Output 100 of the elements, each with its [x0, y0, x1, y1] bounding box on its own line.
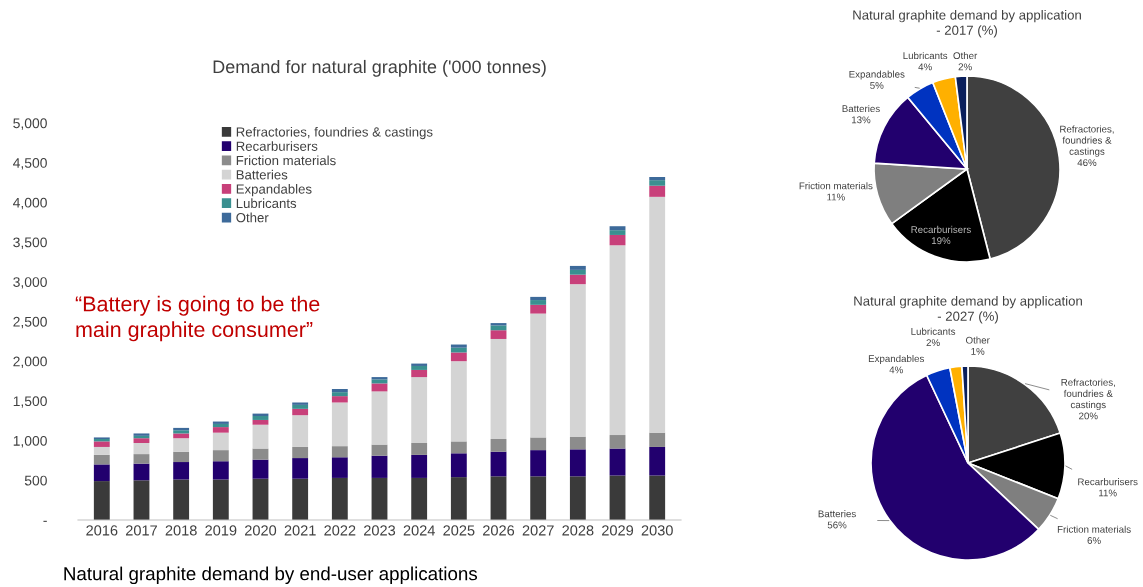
bar: [649, 475, 666, 520]
y-tick-label: 4,000: [13, 197, 47, 210]
bar: [609, 226, 626, 231]
x-tick-label: 2029: [602, 525, 634, 536]
bar: [371, 444, 388, 456]
bar: [530, 437, 547, 451]
bar: [530, 300, 547, 305]
bar: [173, 462, 190, 480]
bar: [133, 480, 150, 520]
data-label: 20%: [1079, 412, 1098, 420]
slice-label: Recarburisers: [911, 225, 971, 233]
data-label: 46%: [1077, 159, 1097, 167]
slice-label: Other: [953, 51, 978, 60]
bar: [530, 296, 547, 301]
slice-label: Batteries: [842, 104, 880, 113]
x-tick-label: 2023: [364, 525, 396, 536]
bar: [490, 476, 507, 520]
bar: [649, 176, 666, 181]
bar: [530, 313, 547, 438]
bar: [490, 439, 507, 452]
data-label: 6%: [1087, 537, 1101, 544]
bar: [331, 402, 348, 447]
bar: [292, 415, 309, 447]
bar: [609, 435, 626, 449]
legend-label: Recarburisers: [236, 141, 318, 151]
data-label: 11%: [1099, 489, 1117, 497]
bar: [609, 234, 626, 246]
slice-label: Batteries: [818, 510, 856, 518]
y-tick-label: 500: [24, 475, 47, 486]
data-label: 2%: [926, 339, 940, 347]
x-tick-label: 2028: [562, 525, 594, 536]
legend-label: Expandables: [236, 184, 312, 197]
bar: [411, 477, 428, 520]
bar: [292, 402, 309, 405]
bar: [371, 383, 388, 392]
legend-label: Other: [236, 212, 269, 223]
data-label: 11%: [827, 193, 845, 201]
bar: [212, 423, 229, 428]
bar: [292, 458, 309, 479]
bar: [93, 464, 110, 482]
bar: [609, 448, 626, 476]
bar: [173, 438, 190, 452]
data-label: 5%: [870, 82, 884, 89]
data-label: 4%: [918, 63, 932, 71]
bar: [569, 476, 586, 520]
bar: [569, 269, 586, 275]
bar: [212, 450, 229, 462]
slice-label: Lubricants: [903, 51, 948, 60]
bar: [133, 463, 150, 481]
slice-label: Expandables: [868, 354, 924, 364]
bar: [212, 461, 229, 480]
x-tick-label: 2018: [165, 525, 197, 536]
bar: [450, 344, 467, 348]
legend-label: Batteries: [236, 169, 288, 180]
x-tick-label: 2030: [641, 525, 673, 536]
bar: [649, 180, 666, 186]
bar: [331, 396, 348, 403]
data-label: 4%: [889, 366, 903, 374]
bar: [331, 477, 348, 520]
x-tick-label: 2020: [245, 525, 277, 536]
data-label: 56%: [827, 521, 847, 529]
bar: [331, 392, 348, 397]
bar: [173, 451, 190, 463]
y-tick-label: 2,000: [13, 356, 47, 369]
bar: [252, 448, 269, 460]
legend-label: Friction materials: [236, 155, 336, 166]
bar: [93, 441, 110, 447]
bar: [252, 419, 269, 425]
bar: [411, 442, 428, 455]
bar: [490, 330, 507, 339]
bar: [212, 427, 229, 433]
bar: [173, 433, 190, 439]
slice-label: Refractories, foundries & castings: [1061, 378, 1115, 411]
bar: [331, 457, 348, 478]
bar: [569, 284, 586, 437]
y-tick-label: 3,500: [13, 237, 47, 249]
x-tick-label: 2027: [522, 525, 554, 536]
bar: [411, 454, 428, 478]
data-label: 19%: [931, 237, 951, 245]
bar: [649, 432, 666, 447]
bar: [292, 478, 309, 520]
bar: [649, 185, 666, 197]
y-tick-label: 4,500: [13, 158, 47, 170]
bar: [292, 408, 309, 416]
bar: [649, 446, 666, 476]
bar: [569, 265, 586, 270]
slice-label: Friction materials: [799, 182, 873, 190]
bar: [569, 274, 586, 285]
y-tick-label: 2,500: [13, 316, 47, 329]
legend-label: Refractories, foundries & castings: [236, 126, 433, 140]
data-label: 2%: [958, 63, 972, 71]
bar: [411, 369, 428, 378]
bar: [93, 481, 110, 520]
x-tick-label: 2025: [443, 525, 475, 536]
x-tick-label: 2017: [125, 525, 157, 536]
annotation: “Battery is going to be the main graphite consumer”: [75, 295, 320, 342]
bar: [649, 196, 666, 433]
bar: [530, 476, 547, 520]
bar: [331, 388, 348, 393]
bar: [490, 451, 507, 477]
